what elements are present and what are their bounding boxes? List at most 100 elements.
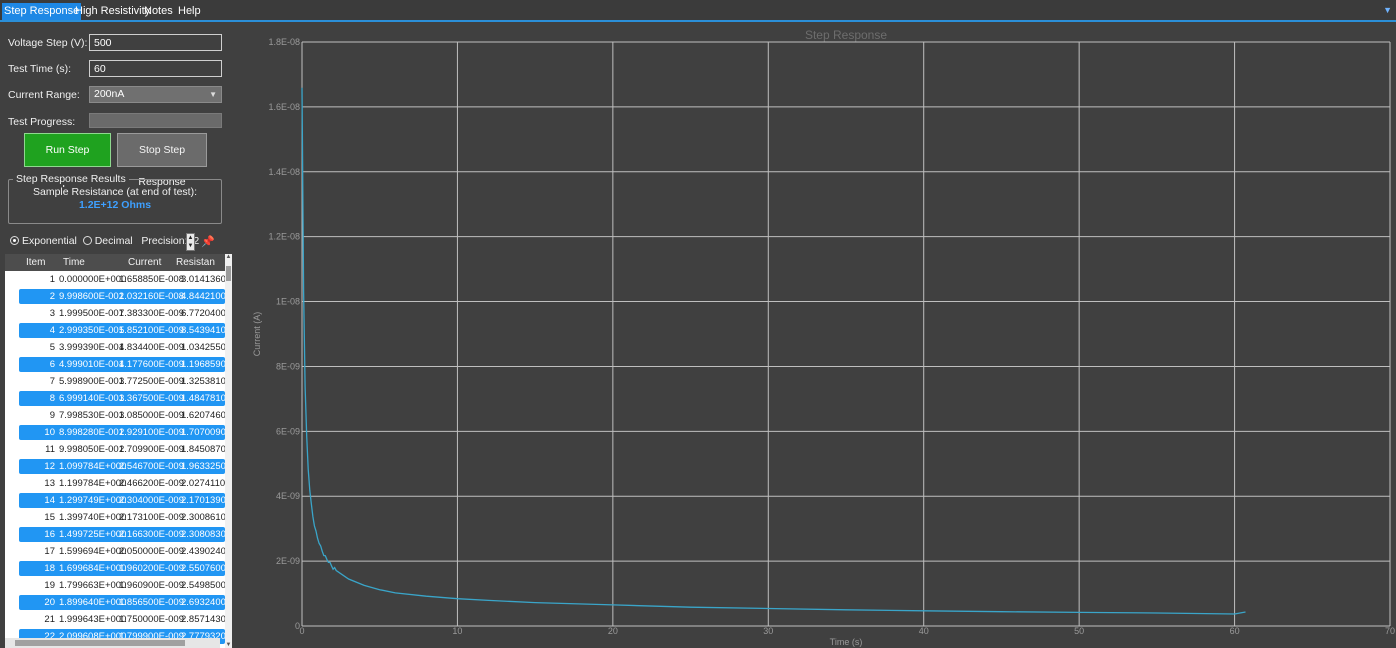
cell-time: 2.099608E+000 [59,631,127,642]
cell-item: 16 [44,529,55,540]
run-step-response-button[interactable]: Run Step Response [24,133,111,188]
cell-current: 4.834400E-009 [119,342,184,353]
table-row[interactable]: 13 1.199784E+000 2.466200E-009 2.0274110 [5,475,225,492]
tab-notes[interactable]: Notes [144,5,173,17]
pin-icon[interactable]: 📌 [201,236,215,248]
test-time-input[interactable] [89,60,222,77]
cell-item: 2 [49,291,55,302]
table-row[interactable]: 16 1.499725E+000 2.166300E-009 2.3080830 [5,526,225,543]
cell-current: 3.085000E-009 [119,410,184,421]
cell-current: 3.772500E-009 [119,376,184,387]
cell-time: 7.998530E-001 [59,410,124,421]
cell-current: 2.166300E-009 [119,529,184,540]
decimal-radio[interactable] [82,236,92,245]
cell-resistance: 2.0274110 [181,478,225,489]
table-row[interactable]: 8 6.999140E-001 3.367500E-009 1.4847810 [5,390,225,407]
cell-time: 1.699684E+000 [59,563,127,574]
table-row[interactable]: 10 8.998280E-001 2.929100E-009 1.7070090 [5,424,225,441]
cell-resistance: 1.6207460 [181,410,225,421]
stepper-up-icon[interactable]: ▲ [187,235,194,241]
column-resistance[interactable]: Resistan [176,257,215,268]
row-cells: 2 9.998600E-002 1.032160E-008 4.8442100 [19,289,225,304]
cell-time: 2.999350E-001 [59,325,124,336]
cell-resistance: 2.6932400 [181,597,225,608]
cell-item: 11 [45,444,55,455]
cell-resistance: 1.0342550 [181,342,225,353]
cell-current: 1.750000E-009 [119,614,184,625]
cell-current: 2.929100E-009 [119,427,184,438]
cell-current: 2.173100E-009 [119,512,184,523]
cell-current: 1.856500E-009 [119,597,184,608]
table-row[interactable]: 21 1.999643E+000 1.750000E-009 2.8571430 [5,611,225,628]
vertical-scrollbar[interactable]: ▲ ▼ [225,254,232,648]
test-progress-bar [89,113,222,128]
cell-item: 22 [44,631,55,642]
exponential-radio[interactable] [10,236,19,245]
horizontal-scrollbar[interactable] [5,638,220,648]
table-row[interactable]: 6 4.999010E-001 4.177600E-009 1.1968590 [5,356,225,373]
x-tick-label: 60 [1230,626,1240,636]
table-row[interactable]: 18 1.699684E+000 1.960200E-009 2.5507600 [5,560,225,577]
decimal-label: Decimal [94,235,133,247]
table-row[interactable]: 2 9.998600E-002 1.032160E-008 4.8442100 [5,288,225,305]
table-row[interactable]: 20 1.899640E+000 1.856500E-009 2.6932400 [5,594,225,611]
table-row[interactable]: 5 3.999390E-001 4.834400E-009 1.0342550 [5,339,225,356]
y-tick-label: 0 [295,621,300,631]
table-row[interactable]: 17 1.599694E+000 2.050000E-009 2.4390240 [5,543,225,560]
cell-item: 1 [49,274,55,285]
scroll-thumb[interactable] [226,266,231,281]
table-row[interactable]: 19 1.799663E+000 1.960900E-009 2.5498500 [5,577,225,594]
horizontal-scroll-thumb[interactable] [15,640,185,646]
voltage-step-input[interactable] [89,34,222,51]
cell-current: 1.658850E-008 [119,274,184,285]
scroll-down-icon[interactable]: ▼ [225,642,232,648]
step-response-chart: Step Response 0 10 20 30 40 50 60 70 0 2E-09 4E-09 6… [232,22,1396,648]
table-row[interactable]: 11 9.998050E-001 2.709900E-009 1.8450870 [5,441,225,458]
table-row[interactable]: 1 0.000000E+000 1.658850E-008 3.0141360 [5,271,225,288]
column-current[interactable]: Current [128,257,162,268]
stepper-down-icon[interactable]: ▼ [187,243,194,249]
cell-time: 6.999140E-001 [59,393,124,404]
cell-item: 20 [44,597,55,608]
cell-resistance: 4.8442100 [181,291,225,302]
row-cells: 12 1.099784E+000 2.546700E-009 1.9633250 [19,459,225,474]
cell-time: 1.399740E+000 [59,512,127,523]
column-time[interactable]: Time [63,257,85,268]
tab-help[interactable]: Help [178,5,201,17]
table-row[interactable]: 12 1.099784E+000 2.546700E-009 1.9633250 [5,458,225,475]
cell-current: 2.709900E-009 [119,444,184,455]
row-cells: 13 1.199784E+000 2.466200E-009 2.0274110 [19,476,225,491]
tab-step-response[interactable]: Step Response [2,3,82,20]
chevron-down-icon[interactable]: ▼ [1383,5,1392,15]
cell-current: 2.050000E-009 [119,546,184,557]
cell-item: 21 [44,614,55,625]
stop-step-response-button[interactable]: Stop Step Response [117,133,207,188]
y-tick-label: 1.6E-08 [268,102,300,112]
cell-resistance: 1.7070090 [181,427,225,438]
y-tick-label: 1E-08 [276,297,300,307]
cell-item: 5 [49,342,55,353]
cell-current: 3.367500E-009 [119,393,184,404]
table-row[interactable]: 7 5.998900E-001 3.772500E-009 1.3253810 [5,373,225,390]
cell-time: 1.899640E+000 [59,597,127,608]
cell-resistance: 2.1701390 [181,495,225,506]
cell-resistance: 2.3080830 [181,529,225,540]
row-cells: 7 5.998900E-001 3.772500E-009 1.3253810 [19,374,225,389]
cell-resistance: 2.8571430 [181,614,225,625]
tab-high-resistivity[interactable]: High Resistivity [75,5,151,17]
table-row[interactable]: 9 7.998530E-001 3.085000E-009 1.6207460 [5,407,225,424]
results-group-title: Step Response Results [13,173,129,185]
table-row[interactable]: 3 1.999500E-001 7.383300E-009 6.7720400 [5,305,225,322]
table-row[interactable]: 14 1.299749E+000 2.304000E-009 2.1701390 [5,492,225,509]
precision-stepper[interactable]: ▲ ▼ [186,233,195,251]
y-tick-label: 2E-09 [276,556,300,566]
scroll-up-icon[interactable]: ▲ [225,254,232,260]
table-row[interactable]: 15 1.399740E+000 2.173100E-009 2.3008610 [5,509,225,526]
current-range-select[interactable]: 200nA ▼ [89,86,222,103]
step-response-results-group: Step Response Results Sample Resistance … [8,173,222,224]
table-row[interactable]: 4 2.999350E-001 5.852100E-009 8.5439410 [5,322,225,339]
y-tick-label: 4E-09 [276,491,300,501]
cell-resistance: 2.3008610 [181,512,225,523]
cell-resistance: 2.4390240 [181,546,225,557]
column-item[interactable]: Item [26,257,46,268]
